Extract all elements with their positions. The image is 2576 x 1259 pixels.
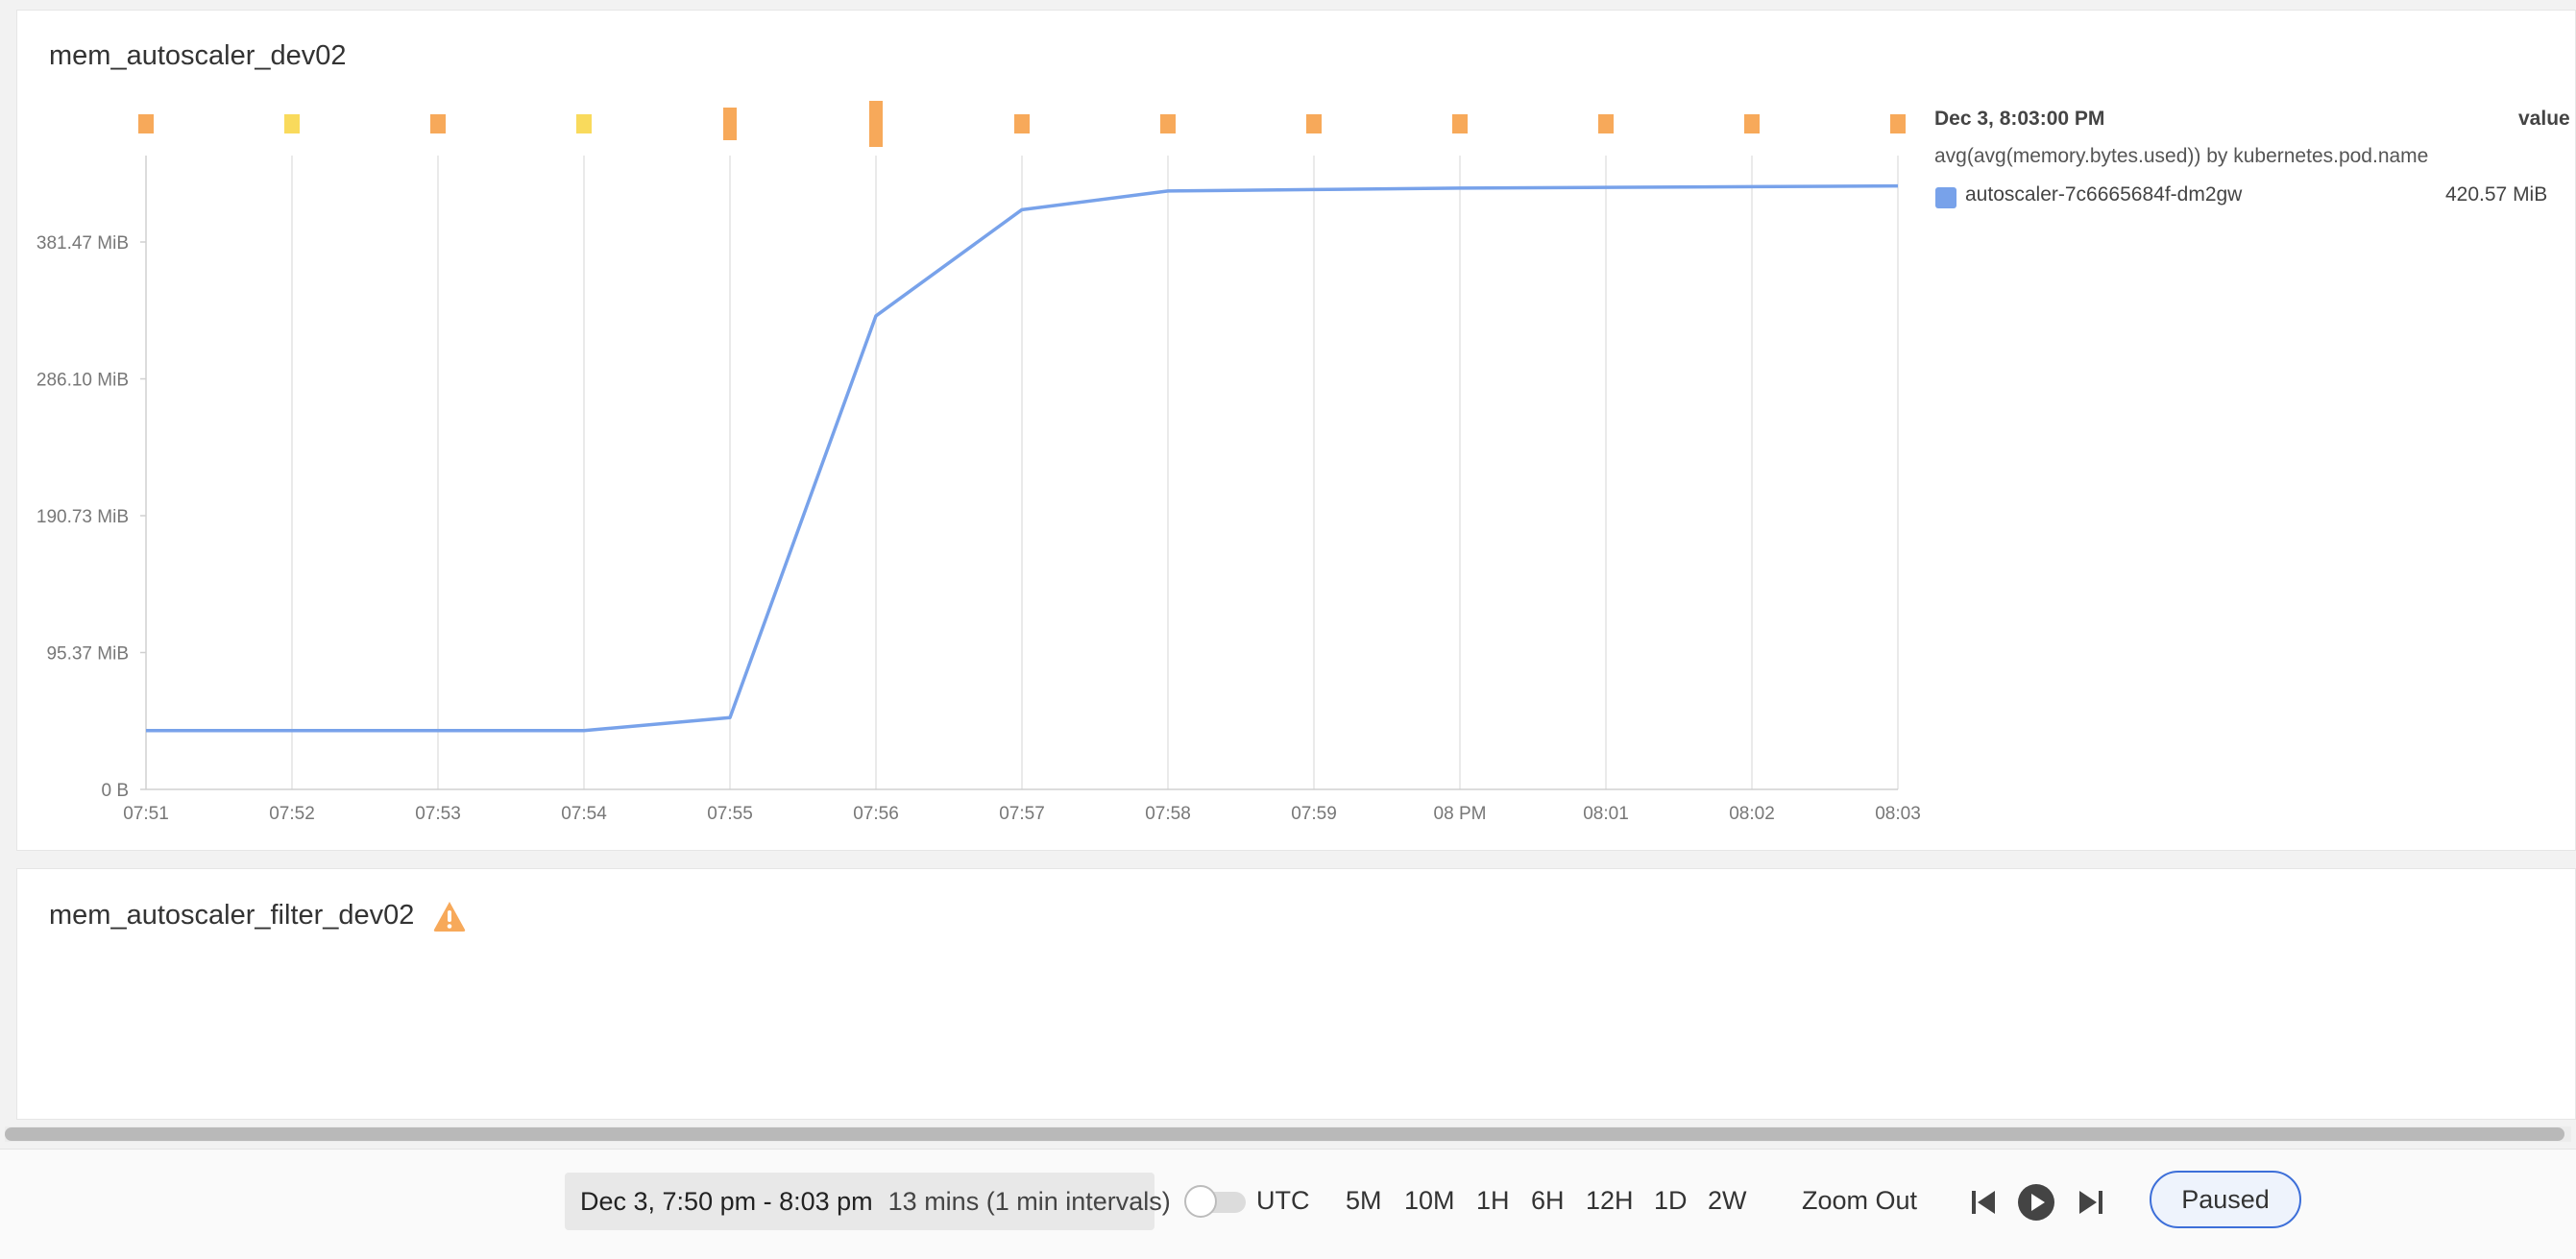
range-button-2w[interactable]: 2W: [1708, 1186, 1747, 1215]
event-marker: [1306, 114, 1322, 133]
panel-title: mem_autoscaler_dev02: [49, 40, 347, 71]
x-tick-label: 07:56: [853, 804, 899, 824]
legend-series-name[interactable]: autoscaler-7c6665684f-dm2gw: [1965, 183, 2243, 206]
legend-timestamp: Dec 3, 8:03:00 PM: [1934, 108, 2105, 130]
x-tick-label: 07:51: [123, 804, 169, 824]
x-tick-label: 07:57: [999, 804, 1045, 824]
range-button-5m[interactable]: 5M: [1346, 1186, 1382, 1215]
event-marker: [284, 114, 300, 133]
line-chart[interactable]: 0 B 95.37 MiB 190.73 MiB 286.10 MiB 381.47 M…: [0, 0, 2576, 864]
range-button-10m[interactable]: 10M: [1404, 1186, 1455, 1215]
x-tick-label: 08:01: [1583, 804, 1629, 824]
y-tick-label: 95.37 MiB: [46, 643, 129, 664]
event-marker: [138, 114, 154, 133]
range-button-6h[interactable]: 6H: [1531, 1186, 1565, 1215]
x-tick-label: 08 PM: [1434, 804, 1487, 824]
y-tick-label: 381.47 MiB: [36, 233, 129, 254]
x-tick-label: 07:53: [415, 804, 461, 824]
range-button-1d[interactable]: 1D: [1654, 1186, 1688, 1215]
event-marker: [723, 108, 737, 140]
time-range-text: Dec 3, 7:50 pm - 8:03 pm: [580, 1186, 873, 1216]
legend-series-value: 420.57 MiB: [2445, 183, 2548, 206]
panel-title: mem_autoscaler_filter_dev02: [49, 900, 415, 931]
interval-text: 13 mins (1 min intervals): [887, 1186, 1171, 1216]
y-tick-label: 0 B: [101, 781, 129, 801]
play-icon[interactable]: [2017, 1183, 2055, 1222]
skip-back-icon[interactable]: [1969, 1188, 1998, 1217]
legend-value-header: value: [2518, 108, 2570, 130]
range-button-12h[interactable]: 12H: [1586, 1186, 1634, 1215]
warning-triangle-icon[interactable]: [432, 900, 467, 932]
series-line: [146, 183, 1899, 733]
legend-query: avg(avg(memory.bytes.used)) by kubernete…: [1934, 145, 2429, 167]
event-marker: [1598, 114, 1614, 133]
chart-panel: mem_autoscaler_dev02: [16, 10, 2576, 851]
x-tick-label: 07:55: [707, 804, 753, 824]
event-marker: [430, 114, 446, 133]
event-marker: [576, 114, 592, 133]
utc-toggle[interactable]: [1184, 1185, 1246, 1218]
skip-forward-icon[interactable]: [2077, 1188, 2105, 1217]
event-marker: [1744, 114, 1760, 133]
x-tick-label: 08:02: [1729, 804, 1775, 824]
event-marker: [1160, 114, 1176, 133]
y-tick-label: 286.10 MiB: [36, 371, 129, 391]
event-marker: [1452, 114, 1468, 133]
time-navigation-bar: [0, 1149, 2576, 1259]
paused-button[interactable]: Paused: [2150, 1171, 2301, 1228]
chart-panel-filter: mem_autoscaler_filter_dev02: [16, 868, 2576, 1120]
x-tick-label: 07:54: [561, 804, 607, 824]
range-button-1h[interactable]: 1H: [1476, 1186, 1510, 1215]
x-tick-label: 07:52: [269, 804, 315, 824]
x-tick-label: 07:58: [1145, 804, 1191, 824]
event-marker: [1890, 114, 1906, 133]
zoom-out-button[interactable]: Zoom Out: [1802, 1186, 1918, 1215]
x-tick-label: 07:59: [1291, 804, 1337, 824]
y-tick-label: 190.73 MiB: [36, 507, 129, 527]
time-range-display[interactable]: Dec 3, 7:50 pm - 8:03 pm 13 mins (1 min …: [565, 1173, 1171, 1230]
legend-swatch: [1935, 187, 1956, 208]
utc-label: UTC: [1256, 1186, 1310, 1215]
horizontal-scrollbar-thumb[interactable]: [5, 1127, 2564, 1141]
event-marker: [869, 101, 883, 147]
x-tick-label: 08:03: [1875, 804, 1921, 824]
event-marker: [1014, 114, 1030, 133]
